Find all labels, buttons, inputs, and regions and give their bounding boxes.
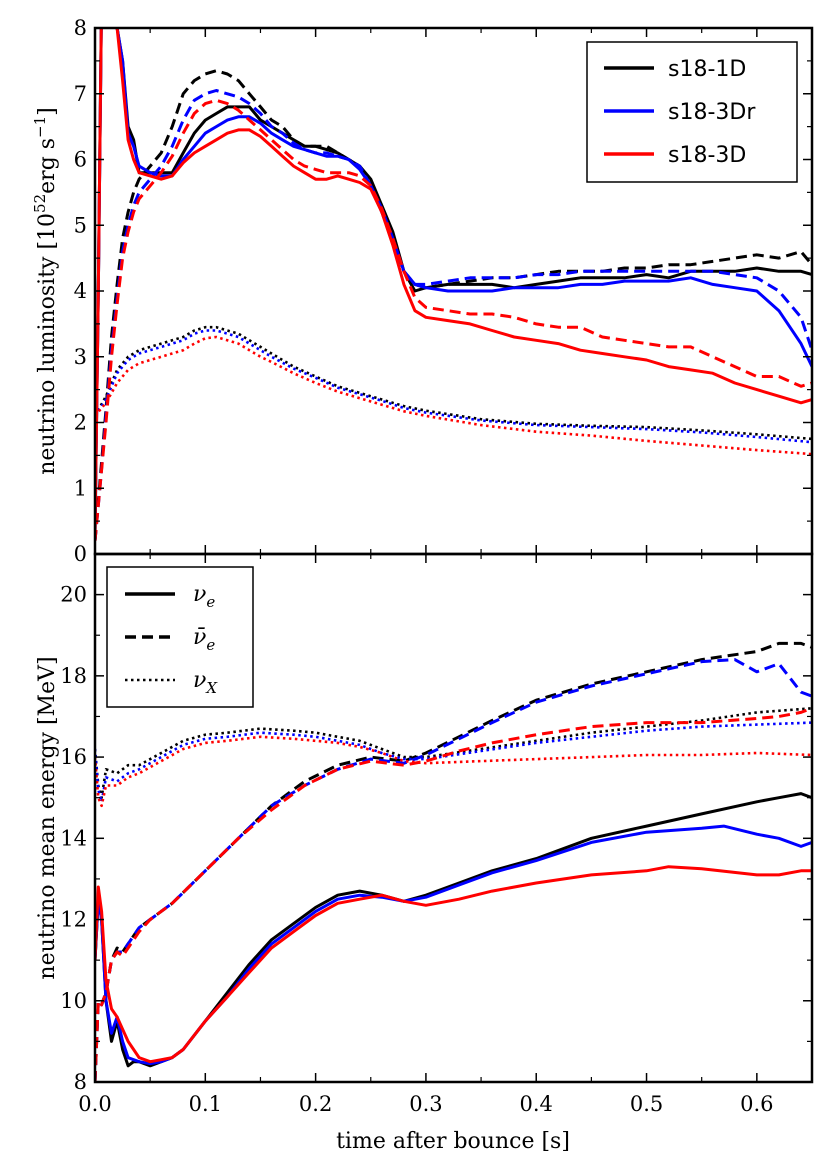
series-top-s18-3Dr-nu_e bbox=[95, 28, 812, 535]
ytick-label-bottom: 18 bbox=[60, 664, 87, 688]
legend-label: νX bbox=[193, 668, 218, 697]
series-top-s18-3D-nu_X bbox=[95, 335, 812, 456]
ytick-label-top: 0 bbox=[74, 542, 87, 566]
series-top-s18-3Dr-nubar_e bbox=[95, 89, 812, 542]
ytick-label-bottom: 8 bbox=[74, 1070, 87, 1094]
ytick-label-bottom: 12 bbox=[60, 908, 87, 932]
ytick-label-bottom: 10 bbox=[60, 989, 87, 1013]
xtick-label: 0.1 bbox=[189, 1092, 222, 1116]
ytick-label-top: 4 bbox=[74, 279, 87, 303]
ytick-label-top: 1 bbox=[74, 476, 87, 500]
ytick-label-bottom: 16 bbox=[60, 745, 87, 769]
series-bottom-s18-1D-nubar_e bbox=[95, 641, 812, 1082]
xtick-label: 0.6 bbox=[740, 1092, 773, 1116]
ytick-label-top: 5 bbox=[74, 213, 87, 237]
x-axis-title: time after bounce [s] bbox=[336, 1129, 570, 1154]
series-top-s18-3D-nubar_e bbox=[95, 98, 812, 542]
series-bottom-s18-3Dr-nu_e bbox=[95, 824, 812, 1066]
legend-label: νe bbox=[193, 582, 215, 611]
bottom-panel: 8 10 12 14 16 18 20 0.0 0.1 0.2 0.3 0.4 0.5 0.6 time a… bbox=[35, 552, 814, 1154]
ytick-label-bottom: 14 bbox=[60, 826, 87, 850]
ytick-label-bottom: 20 bbox=[60, 583, 87, 607]
legend-label: s18-3Dr bbox=[668, 100, 756, 125]
series-bottom-s18-3D-nubar_e bbox=[95, 706, 812, 1082]
legend-label: s18-1D bbox=[668, 57, 746, 82]
ytick-label-top: 2 bbox=[74, 411, 87, 435]
xtick-label: 0.5 bbox=[630, 1092, 663, 1116]
axes-frame-bottom bbox=[93, 552, 814, 1084]
top-panel: 0 1 2 3 4 5 6 7 8 neutrino luminosity [1052erg s−… bbox=[31, 16, 814, 566]
series-bottom-s18-1D-nu_X bbox=[95, 707, 812, 799]
xtick-label: 0.0 bbox=[78, 1092, 111, 1116]
ytick-label-top: 6 bbox=[74, 148, 87, 172]
xtick-label: 0.4 bbox=[520, 1092, 553, 1116]
ytick-label-top: 3 bbox=[74, 345, 87, 369]
xtick-label: 0.3 bbox=[409, 1092, 442, 1116]
legend-label: s18-3D bbox=[668, 143, 746, 168]
series-bottom-s18-3D-nu_X bbox=[95, 735, 812, 808]
legend-models: s18-1D s18-3Dr s18-3D bbox=[586, 41, 798, 183]
ytick-label-top: 7 bbox=[74, 82, 87, 106]
legend-label: ν̄e bbox=[193, 625, 215, 654]
series-top-s18-3Dr-nu_X bbox=[95, 329, 812, 444]
series-bottom-s18-3D-nu_e bbox=[95, 865, 812, 1064]
ytick-label-top: 8 bbox=[74, 16, 87, 40]
series-top-s18-3D-nu_e bbox=[95, 28, 812, 535]
y-axis-title-bottom: neutrino mean energy [MeV] bbox=[35, 656, 60, 979]
y-axis-title-top: neutrino luminosity [1052erg s−1] bbox=[31, 107, 60, 475]
series-top-s18-1D-nu_X bbox=[95, 325, 812, 441]
legend-flavors: νe ν̄e νX bbox=[106, 566, 254, 708]
xtick-label: 0.2 bbox=[299, 1092, 332, 1116]
series-bottom-s18-3Dr-nu_X bbox=[95, 721, 812, 804]
